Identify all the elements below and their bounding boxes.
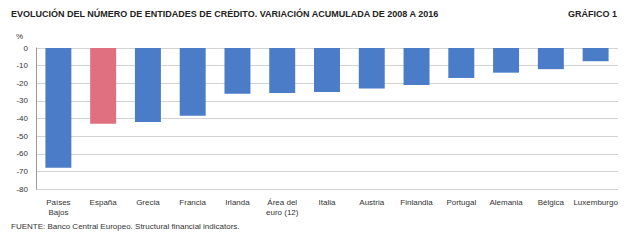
svg-text:euro (12): euro (12)	[266, 208, 299, 217]
svg-text:GRÁFICO 1: GRÁFICO 1	[568, 9, 617, 19]
svg-text:-60: -60	[16, 149, 28, 158]
svg-text:Área del: Área del	[267, 198, 297, 207]
svg-text:EVOLUCIÓN DEL NÚMERO DE ENTIDA: EVOLUCIÓN DEL NÚMERO DE ENTIDADES DE CRÉ…	[11, 8, 438, 19]
svg-text:Bajos: Bajos	[48, 208, 68, 217]
svg-text:Grecia: Grecia	[136, 198, 160, 207]
svg-text:-80: -80	[16, 185, 28, 194]
svg-text:Italia: Italia	[319, 198, 336, 207]
svg-text:-20: -20	[16, 79, 28, 88]
svg-text:FUENTE: Banco Central Europeo.: FUENTE: Banco Central Europeo. Structura…	[11, 222, 240, 231]
svg-text:Francia: Francia	[179, 198, 206, 207]
svg-text:-50: -50	[16, 132, 28, 141]
svg-text:Bélgica: Bélgica	[538, 198, 565, 207]
svg-text:Finlandia: Finlandia	[400, 198, 433, 207]
svg-text:-10: -10	[16, 61, 28, 70]
svg-text:España: España	[90, 198, 118, 207]
svg-text:0: 0	[24, 44, 29, 53]
svg-text:Portugal: Portugal	[446, 198, 476, 207]
svg-text:-30: -30	[16, 96, 28, 105]
svg-text:-40: -40	[16, 114, 28, 123]
svg-text:Luxemburgo: Luxemburgo	[573, 198, 618, 207]
svg-text:Austria: Austria	[359, 198, 384, 207]
svg-text:Irlanda: Irlanda	[225, 198, 250, 207]
svg-text:%: %	[16, 32, 23, 41]
svg-text:-70: -70	[16, 167, 28, 176]
svg-text:Alemania: Alemania	[489, 198, 523, 207]
svg-text:Países: Países	[46, 198, 70, 207]
